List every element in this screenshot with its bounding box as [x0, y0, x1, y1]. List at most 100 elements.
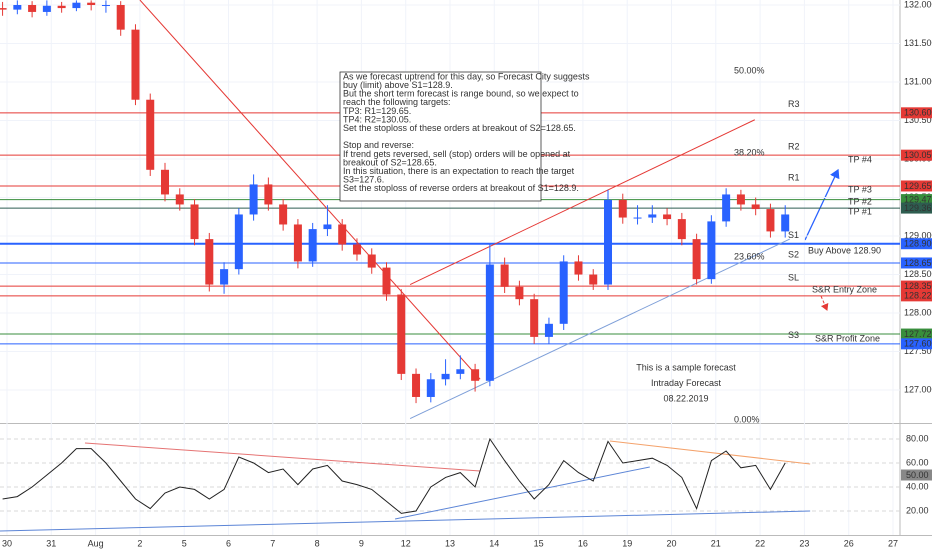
candle-body: [766, 209, 775, 232]
rsi-current-tag: [901, 469, 932, 481]
caption: 08.22.2019: [663, 393, 708, 403]
annotation: S&R Profit Zone: [815, 333, 880, 343]
trendline: [409, 119, 755, 285]
price-tag-label: 128.223: [904, 291, 932, 301]
candle-body: [530, 299, 539, 337]
trendline: [84, 442, 481, 472]
price-tag: [901, 257, 932, 269]
candle-body: [500, 264, 509, 287]
level-name: R1: [788, 172, 800, 182]
candle-body: [382, 267, 391, 295]
fib-label: 23.60%: [734, 251, 765, 261]
candle-body: [589, 274, 598, 285]
x-tick-label: 20: [666, 538, 676, 548]
y-tick-label: 128.000: [904, 307, 932, 317]
trendline: [409, 238, 790, 419]
x-tick-label: Aug: [88, 538, 104, 548]
caption: Intraday Forecast: [651, 378, 722, 388]
note-line: Set the stoploss of reverse orders at br…: [343, 183, 579, 193]
candle-body: [0, 8, 7, 10]
candle-body: [308, 229, 317, 262]
target-label: TP #4: [848, 154, 872, 164]
fib-label: 50.00%: [734, 65, 765, 75]
note-line: S3=127.6.: [343, 175, 384, 185]
x-tick-label: 15: [534, 538, 544, 548]
x-tick-label: 27: [888, 538, 898, 548]
price-tag: [901, 180, 932, 192]
target-label: TP #2: [848, 196, 872, 206]
candle-body: [663, 214, 672, 220]
caption: This is a sample forecast: [636, 362, 736, 372]
price-tag-label: 128.650: [904, 258, 932, 268]
rsi-tick-label: 80.00: [906, 433, 929, 443]
candle-body: [485, 264, 494, 381]
x-tick-label: 12: [401, 538, 411, 548]
level-name: R2: [788, 142, 800, 152]
level-name: S1: [788, 230, 799, 240]
note-line: In this situation, there is an expectati…: [343, 166, 575, 176]
rsi-tick-label: 40.00: [906, 481, 929, 491]
candle-body: [692, 239, 701, 280]
note-line: As we forecast uptrend for this day, so …: [343, 71, 590, 81]
annotation: S&R Entry Zone: [812, 284, 877, 294]
candle-body: [323, 224, 332, 230]
note-line: TP4: R2=130.05.: [343, 114, 411, 124]
price-tag-label: 127.600: [904, 339, 932, 349]
trendline: [139, 0, 481, 380]
price-tag: [901, 149, 932, 161]
price-tag: [901, 107, 932, 119]
rsi-tick-label: 60.00: [906, 457, 929, 467]
y-tick-label: 130.500: [904, 115, 932, 125]
y-tick-label: 131.500: [904, 38, 932, 48]
price-tag: [901, 290, 932, 302]
y-tick-label: 131.000: [904, 76, 932, 86]
x-tick-label: 7: [270, 538, 275, 548]
candle-body: [13, 5, 22, 10]
note-line: TP3: R1=129.65.: [343, 106, 411, 116]
x-tick-label: 31: [46, 538, 56, 548]
candle-body: [264, 184, 273, 205]
price-tag: [901, 202, 932, 214]
note-line: But the short term forecast is range bou…: [343, 89, 579, 99]
rsi-line: [2, 437, 786, 514]
candle-body: [338, 224, 347, 245]
candle-body: [116, 5, 125, 30]
candle-body: [648, 214, 657, 218]
x-tick-label: 9: [359, 538, 364, 548]
candle-body: [604, 199, 613, 285]
candle-body: [751, 204, 760, 210]
note-line: Set the stoploss of these orders at brea…: [343, 123, 576, 133]
candle-body: [707, 221, 716, 280]
fib-label: 38.20%: [734, 147, 765, 157]
candle-body: [146, 99, 155, 170]
note-line: reach the following targets:: [343, 97, 451, 107]
y-tick-label: 127.000: [904, 384, 932, 394]
x-tick-label: 30: [2, 538, 12, 548]
candle-body: [441, 373, 450, 380]
candle-body: [471, 369, 480, 381]
target-label: TP #3: [848, 184, 872, 194]
candle-body: [352, 244, 361, 255]
candle-body: [72, 2, 81, 9]
price-tag-label: 129.473: [904, 194, 932, 204]
candle-body: [279, 204, 288, 225]
y-tick-label: 128.500: [904, 269, 932, 279]
candle-body: [412, 373, 421, 397]
candle-body: [57, 5, 66, 9]
price-tag-label: 130.600: [904, 108, 932, 118]
x-tick-label: 14: [489, 538, 499, 548]
trendline: [0, 510, 811, 532]
x-tick-label: 8: [315, 538, 320, 548]
candle-body: [161, 169, 170, 195]
price-tag-label: 129.650: [904, 181, 932, 191]
candle-body: [736, 194, 745, 205]
candle-body: [367, 254, 376, 268]
x-tick-label: 19: [622, 538, 632, 548]
candle-body: [234, 214, 243, 270]
candle-body: [677, 219, 686, 240]
x-tick-label: 22: [755, 538, 765, 548]
candle-body: [131, 29, 140, 100]
price-tag-label: 128.900: [904, 239, 932, 249]
